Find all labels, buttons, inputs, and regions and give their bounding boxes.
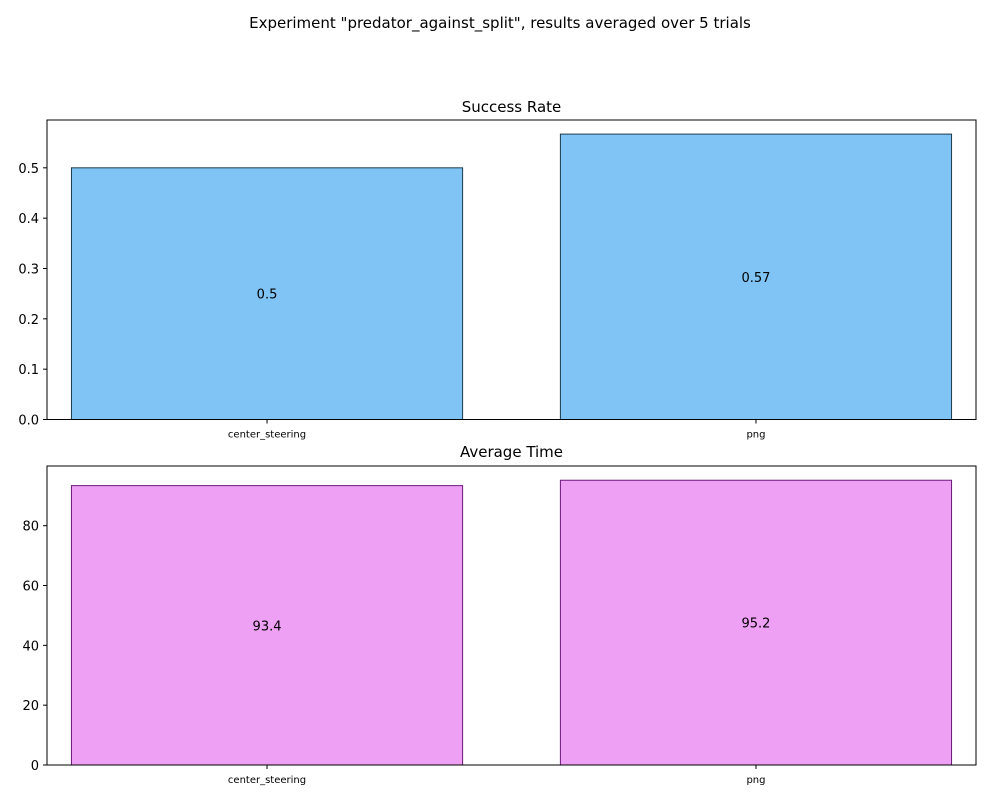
y-tick-label: 0.3	[18, 262, 39, 277]
chart-title: Average Time	[460, 443, 563, 461]
chart-title: Success Rate	[462, 98, 562, 116]
y-tick-label: 0	[31, 759, 39, 774]
x-tick-label: center_steering	[228, 430, 306, 441]
y-tick-label: 0.0	[18, 414, 39, 429]
average-time-panel: Average Time 93.4 center_steering 95.2 png 0…	[22, 443, 977, 786]
y-tick-label: 0.2	[18, 313, 39, 328]
bar	[559, 133, 953, 420]
average-time-axes-frame	[46, 465, 977, 766]
y-tick-label: 0.1	[18, 363, 39, 378]
success-rate-panel: Success Rate 0.5center_steering0.57png0.…	[18, 98, 977, 441]
y-tick-label: 0.4	[18, 212, 39, 227]
success-rate-plot: 0.5 center_steering 0.57 png 0.0 0.1 0.2 0.3 0.4…	[18, 133, 953, 441]
x-tick-label: png	[746, 430, 765, 441]
average-time-plot: 93.4 center_steering 95.2 png 0 20 40 60 80	[22, 479, 953, 786]
x-tick-label: png	[746, 775, 765, 786]
bar-value-label: 0.57	[741, 271, 770, 286]
y-tick-label: 0.5	[18, 162, 39, 177]
success-rate-axes-frame	[46, 119, 977, 420]
x-tick-label: center_steering	[228, 775, 306, 786]
figure-title: Experiment "predator_against_split", res…	[249, 14, 751, 33]
bar-value-label: 95.2	[741, 617, 770, 632]
y-tick-label: 80	[22, 520, 39, 535]
y-tick-label: 20	[22, 699, 39, 714]
bar	[559, 479, 953, 766]
y-tick-label: 60	[22, 580, 39, 595]
bar-value-label: 0.5	[257, 288, 278, 303]
bar	[70, 485, 464, 766]
y-tick-label: 40	[22, 639, 39, 654]
bar-value-label: 93.4	[253, 619, 282, 634]
bar	[70, 167, 464, 420]
